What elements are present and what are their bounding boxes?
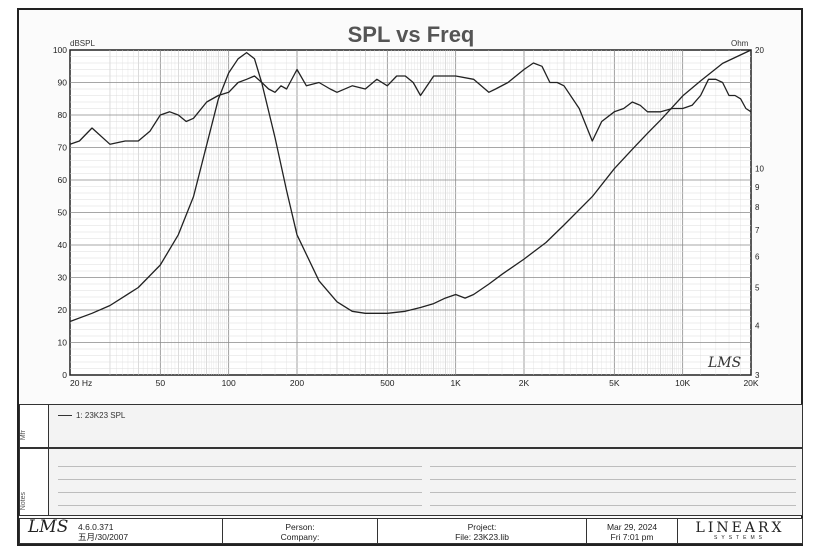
y-left-tick-label: 0	[62, 370, 67, 380]
y-right-tick-label: 8	[755, 203, 760, 212]
brand-logo: LINEARX	[695, 520, 785, 536]
version-text: 4.6.0.371	[78, 522, 114, 532]
impedance-curve	[69, 49, 752, 323]
person-label: Person:	[285, 522, 315, 532]
y-left-tick-label: 90	[58, 78, 68, 88]
x-tick-label: 100	[222, 378, 236, 388]
brand-subtext: SYSTEMS	[714, 535, 766, 541]
lms-watermark: LMS	[707, 355, 741, 371]
y-right-tick-label: 4	[755, 322, 760, 331]
notes-label-box	[19, 448, 49, 516]
y-left-tick-label: 100	[53, 45, 67, 55]
x-tick-label: 20K	[743, 378, 758, 388]
y-right-tick-label: 10	[755, 165, 764, 174]
date-text: Mar 29, 2024	[606, 522, 658, 532]
notes-panel	[19, 448, 803, 516]
y-right-label: Ohm	[731, 39, 749, 48]
footer-logo-box: LMS 4.6.0.371 五月/30/2007	[19, 518, 223, 544]
x-tick-label: 5K	[609, 378, 620, 388]
footer-version-block: 4.6.0.371 五月/30/2007	[78, 522, 128, 542]
footer-brand-box: LINEARX SYSTEMS	[677, 518, 803, 544]
file-label: File: 23K23.lib	[455, 532, 509, 542]
x-tick-label: 50	[156, 378, 166, 388]
legend-label: 1: 23K23 SPL	[76, 411, 126, 420]
notes-side-label: Notes	[20, 492, 27, 511]
footer-person-box: Person: Company:	[222, 518, 378, 544]
x-tick-label: 10K	[675, 378, 690, 388]
y-left-tick-label: 10	[58, 338, 68, 348]
y-left-tick-label: 60	[58, 175, 68, 185]
x-tick-label: 200	[290, 378, 304, 388]
legend-swatch	[58, 415, 72, 417]
x-tick-label: 1K	[450, 378, 461, 388]
date-code-text: 五月/30/2007	[78, 532, 129, 542]
y-right-tick-label: 3	[755, 371, 760, 380]
y-left-tick-label: 40	[58, 240, 68, 250]
time-text: Fri 7:01 pm	[610, 532, 654, 542]
y-left-tick-label: 20	[58, 305, 68, 315]
project-label: Project:	[467, 522, 497, 532]
tick-labels: 20 Hz 50 100 200 500 1K 2K 5K 10K 20K 0 10 20 30 40 50 6…	[53, 45, 765, 388]
x-tick-label: 500	[380, 378, 394, 388]
legend-entry: 1: 23K23 SPL	[58, 411, 125, 420]
footer-date-box: Mar 29, 2024 Fri 7:01 pm	[586, 518, 678, 544]
y-left-tick-label: 30	[58, 273, 68, 283]
footer-project-box: Project: File: 23K23.lib	[377, 518, 587, 544]
y-right-tick-label: 6	[755, 252, 760, 261]
y-right-tick-label: 20	[755, 46, 764, 55]
spl-curve	[69, 62, 752, 145]
y-left-tick-label: 70	[58, 143, 68, 153]
y-left-label: dBSPL	[70, 39, 95, 48]
y-right-tick-label: 9	[755, 183, 760, 192]
chart-grid	[69, 49, 752, 376]
y-left-tick-label: 80	[58, 110, 68, 120]
chart-title: SPL vs Freq	[348, 22, 475, 47]
y-right-tick-label: 7	[755, 226, 760, 235]
footer-lms-logo: LMS	[28, 517, 69, 537]
y-right-tick-label: 5	[755, 283, 760, 292]
y-left-tick-label: 50	[58, 208, 68, 218]
mfr-label-box	[19, 404, 49, 448]
company-label: Company:	[280, 532, 320, 542]
x-tick-label: 2K	[519, 378, 530, 388]
curves	[69, 49, 752, 323]
legend-panel	[19, 404, 803, 448]
mfr-side-label: Mfr	[20, 430, 27, 441]
x-tick-label: 20 Hz	[70, 378, 92, 388]
